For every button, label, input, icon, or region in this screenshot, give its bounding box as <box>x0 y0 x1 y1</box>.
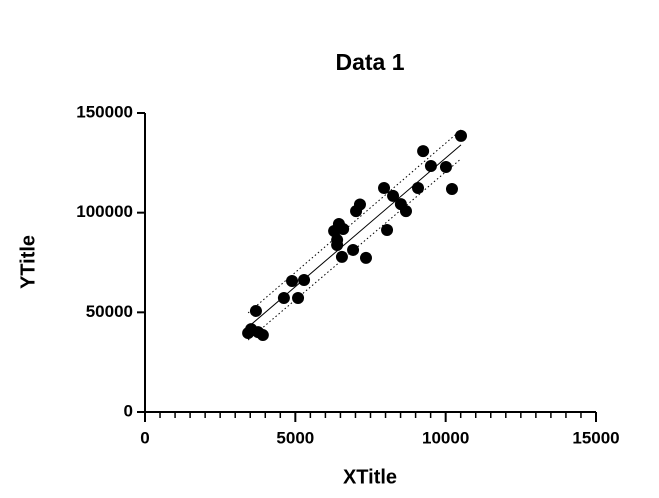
x-tick-label: 0 <box>140 428 149 447</box>
data-point <box>387 189 400 202</box>
data-point <box>331 233 344 246</box>
data-point <box>337 223 350 236</box>
y-tick-label: 150000 <box>76 102 133 121</box>
data-point <box>417 145 430 158</box>
data-point <box>286 275 299 288</box>
confidence-band-upper <box>247 129 462 314</box>
data-point <box>359 251 372 264</box>
chart-title: Data 1 <box>335 49 404 75</box>
data-point <box>399 205 412 218</box>
data-point <box>249 304 262 317</box>
data-point <box>353 198 366 211</box>
data-point <box>277 291 290 304</box>
data-point <box>412 181 425 194</box>
x-axis-title: XTitle <box>343 466 397 488</box>
data-point <box>381 224 394 237</box>
y-tick-label: 50000 <box>86 302 133 321</box>
data-point <box>378 181 391 194</box>
y-axis-title: YTitle <box>17 235 39 289</box>
confidence-band-lower <box>247 158 462 341</box>
data-point <box>439 161 452 174</box>
data-point <box>347 243 360 256</box>
x-tick-label: 5000 <box>276 428 314 447</box>
data-point <box>335 250 348 263</box>
y-tick-label: 100000 <box>76 202 133 221</box>
y-tick-label: 0 <box>124 401 133 420</box>
x-tick-label: 15000 <box>572 428 619 447</box>
data-point <box>424 160 437 173</box>
x-tick-label: 10000 <box>422 428 469 447</box>
data-point <box>445 182 458 195</box>
data-point <box>292 291 305 304</box>
data-point <box>256 329 269 342</box>
data-point <box>455 129 468 142</box>
data-point <box>298 274 311 287</box>
